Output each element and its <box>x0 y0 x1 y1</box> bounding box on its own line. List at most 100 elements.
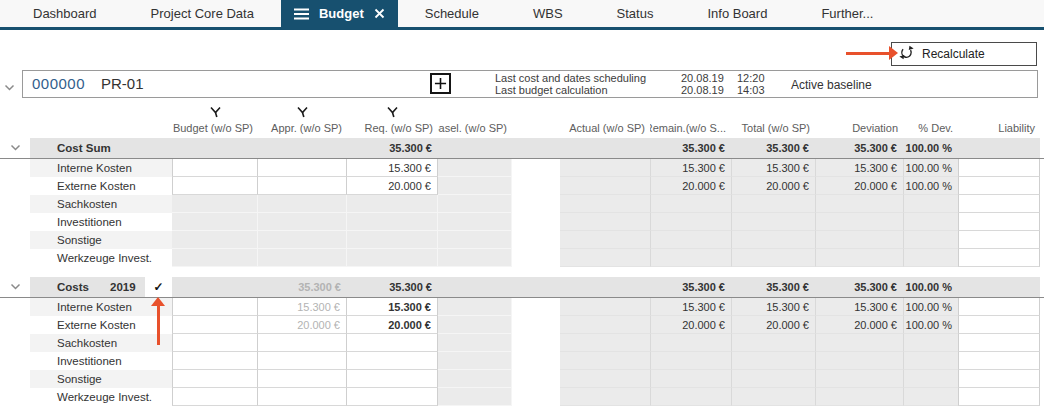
table-row: Interne Kosten15.300 €15.300 €15.300 €15… <box>0 159 1044 177</box>
cell-total <box>731 195 815 213</box>
cell-remain <box>650 213 731 231</box>
cell-budget[interactable] <box>172 352 258 370</box>
cell-pdev <box>903 213 958 231</box>
cell-appr[interactable] <box>258 388 347 406</box>
cell-req[interactable]: 15.300 € <box>347 298 438 316</box>
cell-liability[interactable] <box>958 159 1040 177</box>
tab-bar: Dashboard Project Core Data Budget Sched… <box>0 0 1044 30</box>
cell-remain <box>650 388 731 406</box>
tab-budget[interactable]: Budget <box>281 0 398 27</box>
cell-actual <box>560 334 650 352</box>
cell-liability[interactable] <box>958 388 1040 406</box>
cell-budget[interactable] <box>172 334 258 352</box>
tab-budget-label: Budget <box>319 6 364 21</box>
cell-gap <box>512 159 560 177</box>
cell-deviation <box>815 249 903 267</box>
cell-req[interactable] <box>347 370 438 388</box>
cell-liability[interactable] <box>958 298 1040 316</box>
cell-deviation <box>815 352 903 370</box>
section-collapse-chevron[interactable] <box>0 277 30 297</box>
cell-appr <box>258 195 347 213</box>
section-collapse-chevron[interactable] <box>0 138 30 158</box>
last-scheduling-date: 20.08.19 <box>681 73 737 85</box>
menu-icon[interactable] <box>294 8 309 20</box>
tab-schedule[interactable]: Schedule <box>398 0 506 27</box>
sum-cell-basel <box>438 138 512 158</box>
cell-req[interactable] <box>347 352 438 370</box>
cell-pdev <box>903 388 958 406</box>
cell-appr[interactable] <box>258 177 347 195</box>
sum-cell-req: 35.300 € <box>347 277 438 297</box>
cell-appr[interactable] <box>258 352 347 370</box>
cell-deviation: 20.000 € <box>815 177 903 195</box>
project-collapse-chevron[interactable] <box>4 78 15 96</box>
tab-wbs[interactable]: WBS <box>506 0 590 27</box>
section-title-text: Cost Sum <box>57 142 111 154</box>
cell-liability[interactable] <box>958 231 1040 249</box>
cell-liability[interactable] <box>958 334 1040 352</box>
cell-gap <box>512 195 560 213</box>
cell-budget <box>172 231 258 249</box>
cell-deviation <box>815 370 903 388</box>
close-icon[interactable] <box>374 8 385 19</box>
row-gutter <box>0 159 30 177</box>
cell-liability[interactable] <box>958 370 1040 388</box>
cell-liability[interactable] <box>958 177 1040 195</box>
cell-total: 20.000 € <box>731 316 815 334</box>
cell-total <box>731 370 815 388</box>
tab-status[interactable]: Status <box>590 0 681 27</box>
add-button[interactable] <box>430 73 451 94</box>
cell-req[interactable]: 15.300 € <box>347 159 438 177</box>
cell-total: 15.300 € <box>731 298 815 316</box>
cell-pdev <box>903 249 958 267</box>
cell-req[interactable] <box>347 334 438 352</box>
cell-basel <box>438 316 512 334</box>
cell-liability[interactable] <box>958 249 1040 267</box>
cell-basel <box>438 352 512 370</box>
baseline-checkmark[interactable]: ✓ <box>145 277 172 297</box>
cell-liability[interactable] <box>958 316 1040 334</box>
cell-appr[interactable] <box>258 159 347 177</box>
cell-req[interactable]: 20.000 € <box>347 316 438 334</box>
cell-req[interactable] <box>347 388 438 406</box>
cell-appr[interactable]: 20.000 € <box>258 316 347 334</box>
cell-req[interactable]: 20.000 € <box>347 177 438 195</box>
row-gutter <box>0 195 30 213</box>
tab-further[interactable]: Further... <box>794 0 900 27</box>
cell-appr[interactable]: 15.300 € <box>258 298 347 316</box>
cell-budget[interactable] <box>172 159 258 177</box>
cell-total: 20.000 € <box>731 177 815 195</box>
table-row: Sonstige <box>0 231 1044 249</box>
cell-budget[interactable] <box>172 370 258 388</box>
cell-budget[interactable] <box>172 298 258 316</box>
column-header-budget: Budget (w/o SP) <box>172 119 258 136</box>
section-year: 2019 <box>110 281 136 293</box>
sum-cell-gap <box>512 138 560 158</box>
cell-actual <box>560 231 650 249</box>
cell-appr <box>258 249 347 267</box>
tab-dashboard[interactable]: Dashboard <box>6 0 124 27</box>
cell-liability[interactable] <box>958 352 1040 370</box>
cell-gap <box>512 231 560 249</box>
cell-gap <box>512 388 560 406</box>
sum-cell-actual <box>560 277 650 297</box>
cell-remain <box>650 231 731 249</box>
column-header-liability: Liability <box>958 119 1040 136</box>
cell-actual <box>560 298 650 316</box>
tab-project-core-data[interactable]: Project Core Data <box>124 0 281 27</box>
cell-budget <box>172 195 258 213</box>
cell-remain <box>650 249 731 267</box>
cell-appr[interactable] <box>258 334 347 352</box>
cell-liability[interactable] <box>958 213 1040 231</box>
cell-budget[interactable] <box>172 177 258 195</box>
cell-appr[interactable] <box>258 370 347 388</box>
cell-liability[interactable] <box>958 195 1040 213</box>
refresh-icon <box>899 45 914 63</box>
recalculate-button[interactable]: Recalculate <box>891 42 1037 66</box>
cell-budget[interactable] <box>172 388 258 406</box>
cell-budget[interactable] <box>172 316 258 334</box>
annotation-arrow-baseline-check <box>151 297 165 345</box>
cell-basel <box>438 388 512 406</box>
tab-info-board[interactable]: Info Board <box>680 0 794 27</box>
sum-cell-liability <box>958 277 1040 297</box>
